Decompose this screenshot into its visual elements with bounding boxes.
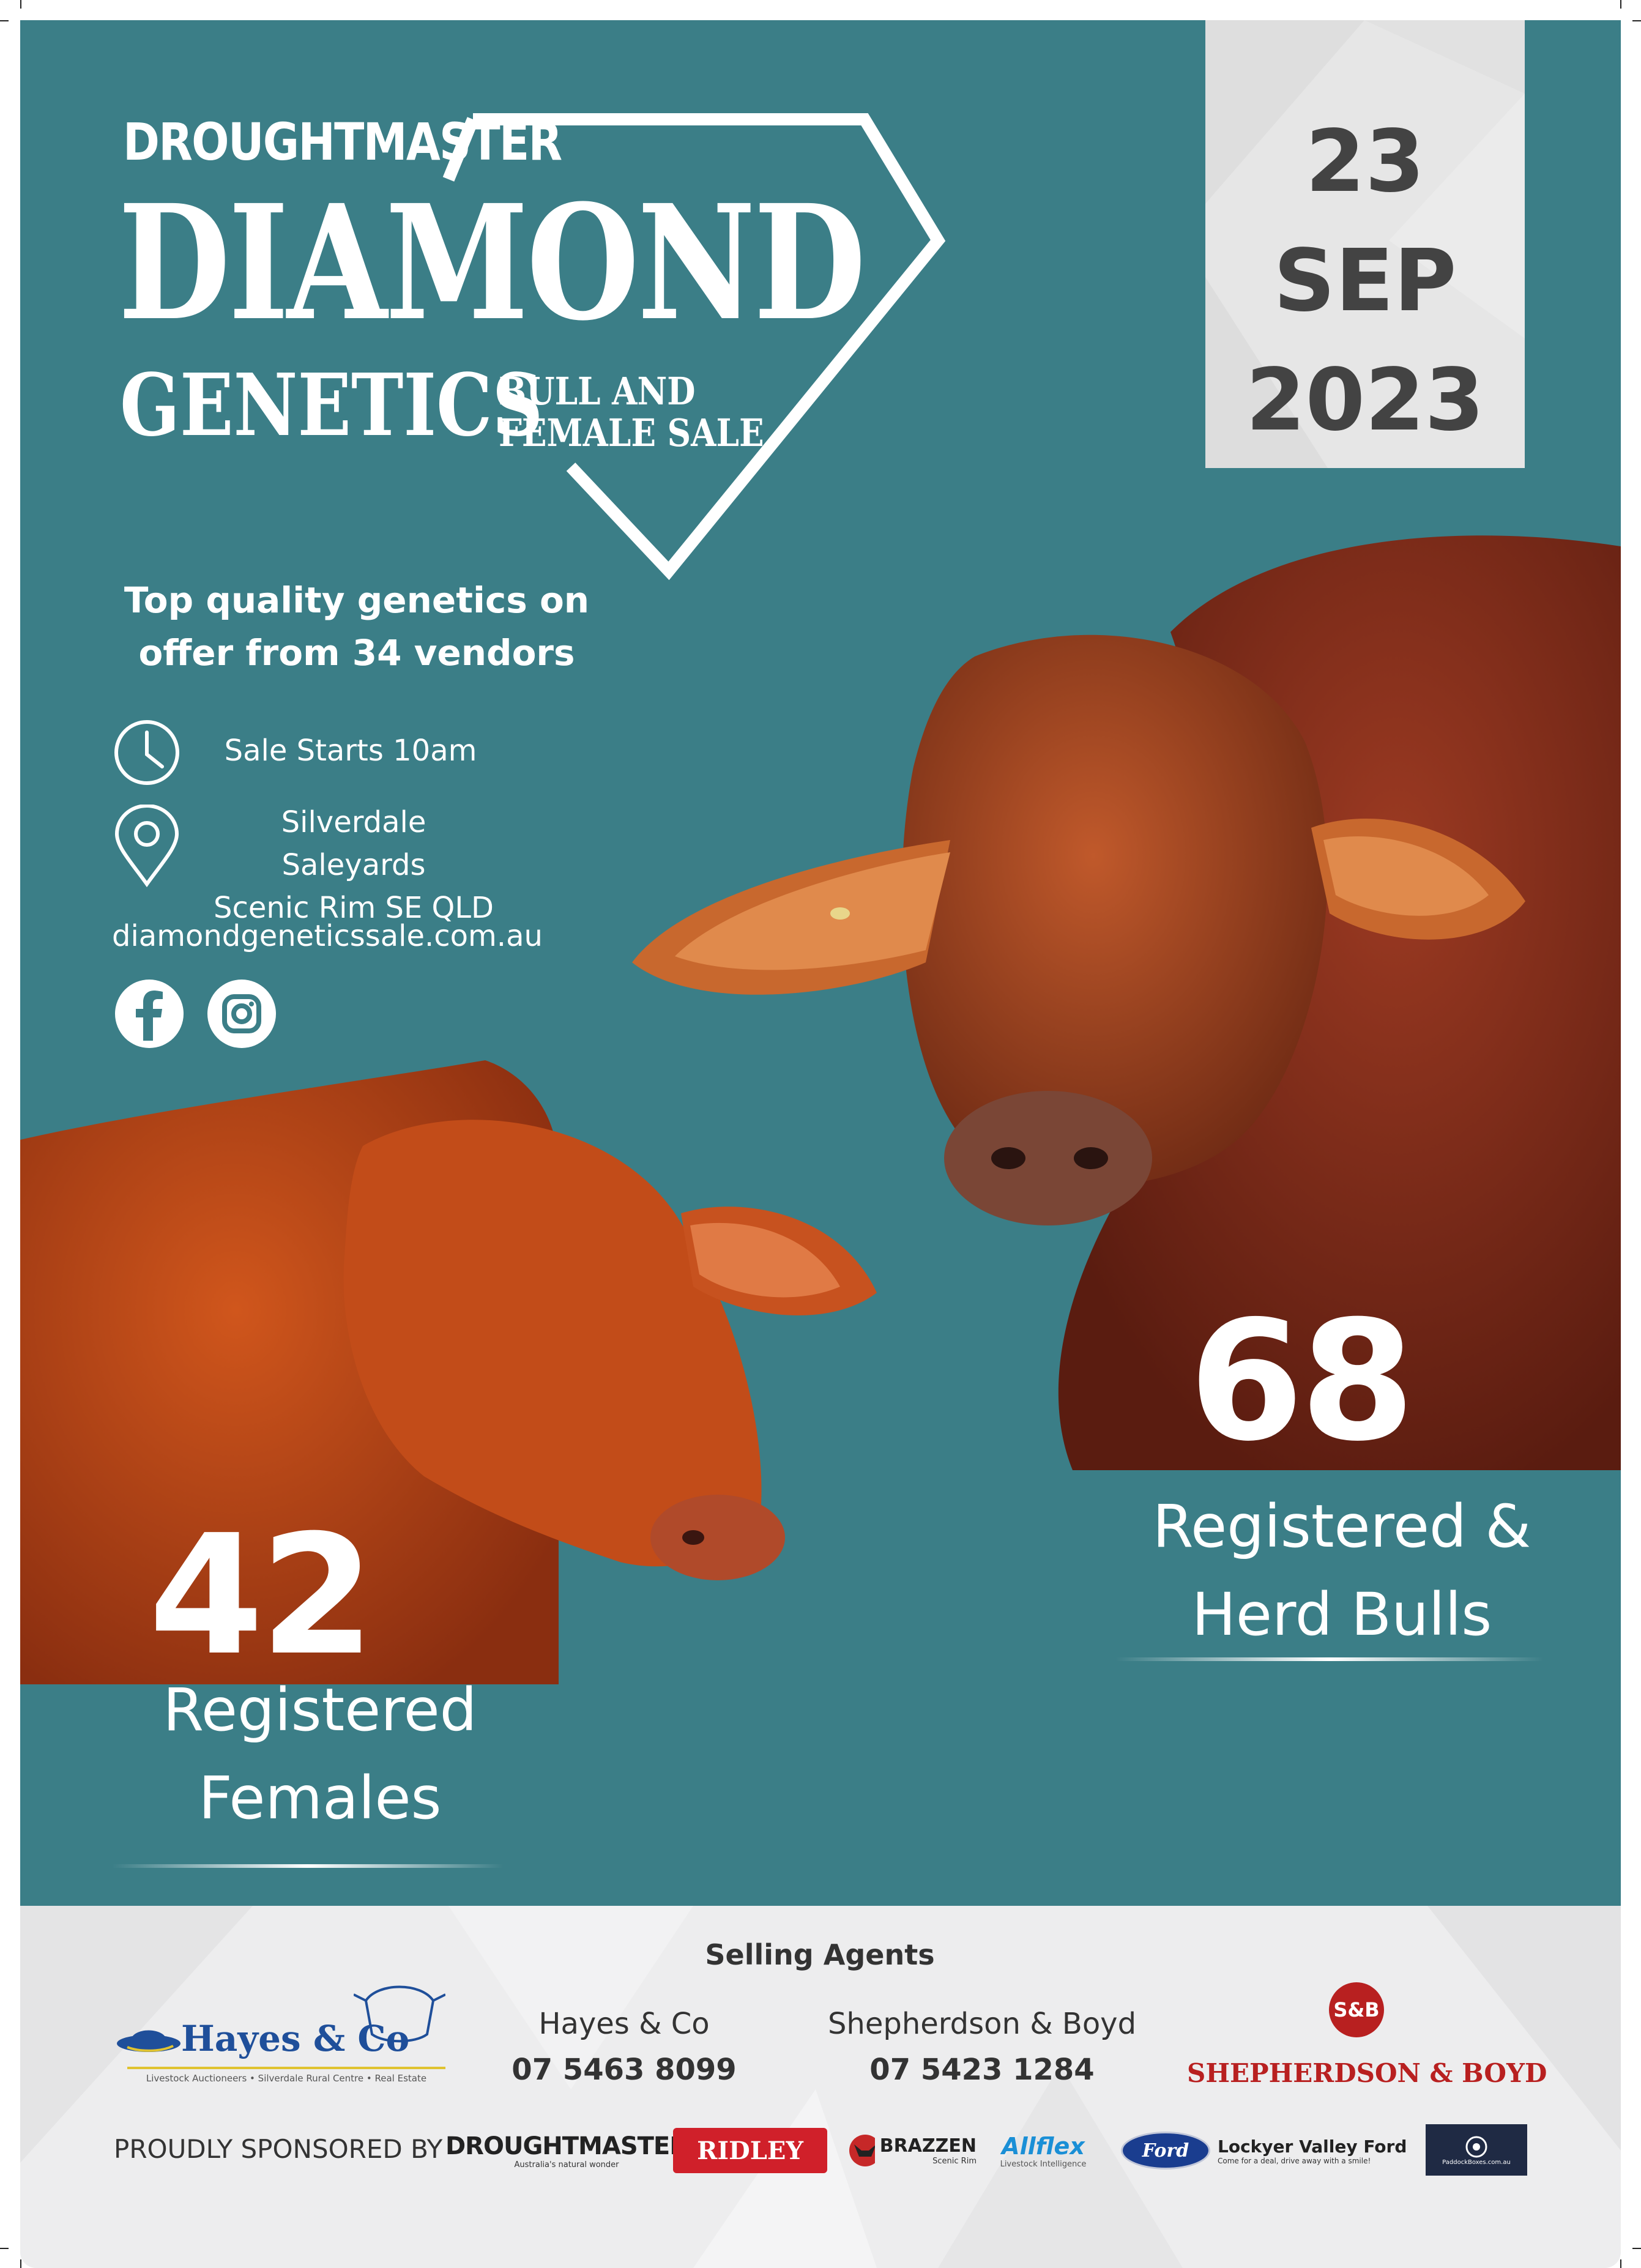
poster: DROUGHTMASTER DIAMOND GENETICS BULL AND … — [20, 20, 1621, 1906]
sponsor-paddockboxes: PaddockBoxes.com.au — [1426, 2124, 1527, 2176]
date-box: 23 SEP 2023 — [1205, 20, 1525, 468]
location-line2: Scenic Rim SE QLD — [213, 891, 494, 925]
hayes-logo-tagline: Livestock Auctioneers • Silverdale Rural… — [146, 2073, 427, 2084]
females-label-line2: Females — [198, 1764, 442, 1832]
selling-agents-heading: Selling Agents — [705, 1938, 935, 1971]
agent-name-shepherdson: Shepherdson & Boyd — [827, 2007, 1137, 2041]
hayes-logo: Hayes & Co Livestock Auctioneers • Silve… — [115, 1976, 458, 2086]
brand-diamond: DIAMOND — [118, 170, 866, 355]
sponsored-by-label: PROUDLY SPONSORED BY — [114, 2134, 443, 2164]
females-label: Registered Females — [81, 1666, 559, 1842]
bulls-label: Registered & Herd Bulls — [1097, 1482, 1587, 1659]
sponsor-droughtmaster: DROUGHTMASTER Australia's natural wonder — [445, 2128, 688, 2173]
sale-type-line2: FEMALE SALE — [499, 411, 764, 455]
sponsor-lockyer-tagline: Come for a deal, drive away with a smile… — [1218, 2156, 1371, 2165]
sponsor-allflex-tagline: Livestock Intelligence — [1000, 2159, 1087, 2169]
sponsor-allflex-name: Allflex — [1002, 2132, 1085, 2160]
females-label-line1: Registered — [163, 1676, 477, 1744]
crop-mark — [1632, 2248, 1641, 2249]
brand-genetics: GENETICS — [120, 355, 543, 456]
cow-head-icon — [354, 1985, 445, 2043]
date-box-pattern — [1205, 20, 1525, 468]
bulls-label-line1: Registered & — [1152, 1492, 1531, 1561]
hayes-logo-rule — [127, 2067, 445, 2069]
sponsor-brazzen: BRAZZEN Scenic Rim — [848, 2128, 977, 2173]
agent-phone-hayes[interactable]: 07 5463 8099 — [512, 2053, 737, 2087]
crop-mark — [1620, 0, 1621, 9]
hayes-logo-text: Hayes & Co — [181, 2018, 410, 2059]
sponsor-brazzen-name: BRAZZEN — [879, 2135, 977, 2157]
instagram-icon[interactable] — [207, 980, 276, 1048]
diamond-outline — [442, 113, 946, 581]
crop-mark — [0, 2248, 9, 2249]
crop-mark — [1620, 2259, 1621, 2268]
paddockboxes-emblem-icon — [1465, 2136, 1487, 2157]
sb-logo-text: SHEPHERDSON & BOYD — [1187, 2058, 1547, 2088]
sale-type-line1: BULL AND — [499, 369, 696, 414]
sponsor-ridley: RIDLEY — [673, 2128, 827, 2173]
sponsor-ford-name: Ford — [1121, 2132, 1210, 2169]
hat-icon — [117, 2030, 180, 2052]
clock-icon — [114, 720, 179, 785]
females-count: 42 — [149, 1499, 375, 1692]
sb-badge: S&B — [1329, 1982, 1384, 2037]
sponsor-lockyer: Lockyer Valley Ford Come for a deal, dri… — [1218, 2128, 1407, 2173]
sponsor-droughtmaster-tagline: Australia's natural wonder — [514, 2160, 619, 2169]
bulls-underline — [1115, 1657, 1544, 1661]
website-link[interactable]: diamondgeneticssale.com.au — [112, 919, 543, 953]
crop-mark — [1632, 20, 1641, 21]
sponsor-ridley-name: RIDLEY — [697, 2136, 803, 2165]
facebook-icon[interactable] — [115, 980, 184, 1048]
bulls-label-line2: Herd Bulls — [1191, 1580, 1492, 1649]
tagline: Top quality genetics on offer from 34 ve… — [112, 574, 601, 679]
date-month: SEP — [1273, 231, 1457, 331]
agent-name-hayes: Hayes & Co — [538, 2007, 710, 2041]
sponsor-allflex: Allflex Livestock Intelligence — [997, 2128, 1089, 2173]
sponsor-brazzen-tagline: Scenic Rim — [932, 2157, 977, 2166]
crop-mark — [0, 20, 9, 21]
location-line1: Silverdale Saleyards — [281, 805, 426, 882]
brazzen-bull-icon — [849, 2135, 875, 2166]
bull-image — [632, 535, 1621, 1470]
date-year: 2023 — [1246, 351, 1484, 450]
sponsor-ford: Ford — [1120, 2128, 1211, 2173]
tagline-line1: Top quality genetics on — [124, 579, 590, 621]
sale-time: Sale Starts 10am — [224, 734, 477, 768]
sale-location: Silverdale Saleyards Scenic Rim SE QLD — [210, 801, 497, 929]
location-pin-icon — [114, 805, 179, 888]
sponsor-paddockboxes-name: PaddockBoxes.com.au — [1442, 2158, 1511, 2166]
females-underline — [112, 1864, 504, 1868]
bulls-count: 68 — [1189, 1285, 1415, 1478]
footer — [20, 1906, 1621, 2268]
brand-droughtmaster: DROUGHTMASTER — [123, 112, 562, 172]
female-cow-image — [20, 1060, 877, 1684]
date-day: 23 — [1305, 112, 1425, 212]
tagline-line2: offer from 34 vendors — [138, 632, 575, 674]
agent-phone-shepherdson[interactable]: 07 5423 1284 — [869, 2053, 1095, 2087]
crop-mark — [20, 2259, 21, 2268]
sponsor-lockyer-name: Lockyer Valley Ford — [1218, 2136, 1407, 2157]
crop-mark — [20, 0, 21, 9]
sponsor-droughtmaster-name: DROUGHTMASTER — [445, 2132, 688, 2160]
